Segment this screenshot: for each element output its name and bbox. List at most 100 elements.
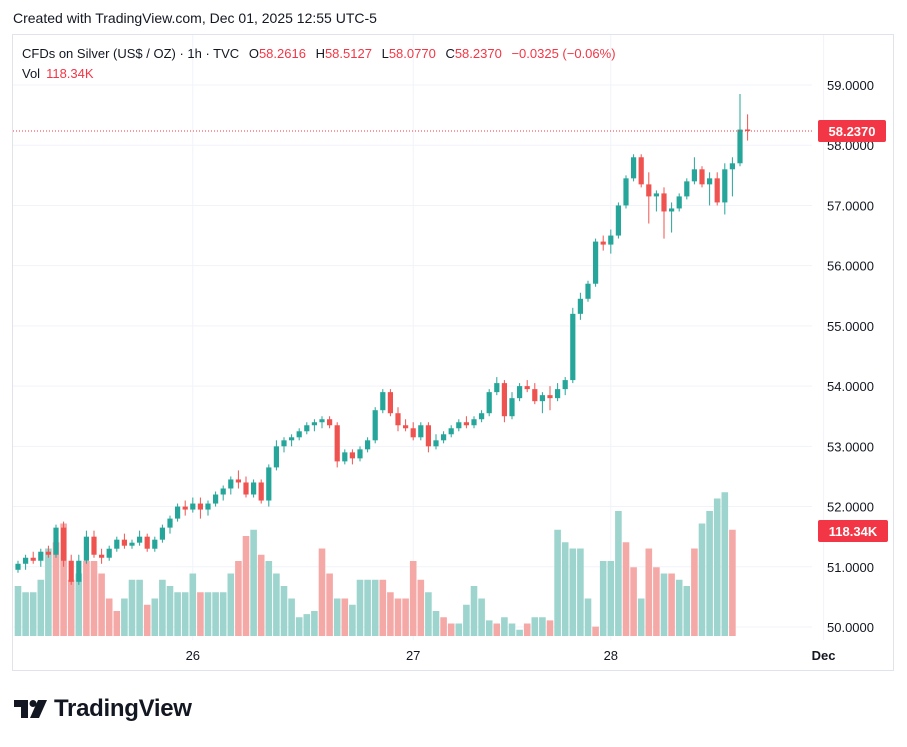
volume-bar: [501, 617, 508, 636]
candle: [175, 503, 181, 522]
symbol-title: CFDs on Silver (US$ / OZ) · 1h · TVC: [22, 46, 240, 61]
candle-body: [593, 241, 599, 284]
candle-body: [220, 488, 226, 495]
candle-body: [45, 551, 51, 555]
candle: [91, 530, 97, 558]
volume-bar: [402, 598, 409, 636]
candle-body: [121, 539, 127, 546]
volume-bar: [691, 548, 698, 636]
candle: [327, 416, 333, 429]
candle-body: [631, 157, 637, 179]
candle-body: [425, 425, 431, 447]
open-label: O: [248, 46, 259, 61]
volume-bar: [637, 598, 645, 636]
candle: [197, 497, 203, 519]
open-value: 58.2616: [258, 46, 306, 61]
candle: [45, 545, 51, 558]
volume-bar: [143, 604, 151, 636]
volume-label: Vol: [22, 66, 41, 81]
volume-bar: [349, 604, 356, 636]
candle: [722, 163, 728, 215]
candle-body: [395, 413, 401, 426]
candle-body: [175, 506, 181, 519]
volume-bar: [630, 567, 637, 636]
candle-body: [137, 536, 143, 543]
candle: [235, 470, 241, 489]
volume-bar: [561, 542, 569, 636]
volume-bar: [409, 561, 417, 636]
volume-bars: [14, 492, 736, 636]
candle: [631, 154, 637, 182]
volume-bar: [364, 579, 371, 636]
candle: [38, 548, 44, 567]
candle-body: [418, 425, 424, 438]
volume-bar: [432, 611, 440, 636]
candle-body: [737, 129, 743, 164]
volume-bar: [577, 548, 584, 636]
volume-bar: [227, 573, 235, 636]
volume-bar: [265, 561, 273, 636]
candle: [555, 383, 561, 402]
candle-body: [471, 419, 477, 426]
candle-body: [699, 169, 705, 185]
volume-bar: [273, 573, 280, 636]
price-tick-label: 53.0000: [827, 439, 874, 454]
price-tick-label: 54.0000: [827, 379, 874, 394]
candle-body: [714, 178, 720, 203]
volume-value: 118.34K: [46, 66, 94, 81]
candle-body: [228, 479, 234, 489]
candle: [213, 491, 219, 507]
candle-body: [357, 449, 363, 459]
volume-bar: [311, 611, 318, 636]
volume-bar: [425, 592, 432, 636]
candle-body: [501, 383, 507, 417]
candle-body: [532, 389, 538, 402]
candle: [653, 190, 659, 212]
candle: [547, 386, 553, 411]
volume-tag: 118.34K: [818, 520, 888, 542]
candle: [380, 389, 386, 414]
candle: [585, 280, 591, 302]
volume-legend: Vol 118.34K: [22, 66, 94, 81]
volume-bar: [455, 623, 463, 636]
volume-bar: [341, 598, 349, 636]
volume-bar: [90, 561, 98, 636]
volume-bar: [394, 598, 402, 636]
candle: [661, 187, 667, 239]
candle-body: [372, 410, 378, 441]
candle: [152, 536, 158, 552]
candle: [372, 407, 378, 444]
volume-bar: [235, 561, 242, 636]
candle: [114, 536, 120, 552]
candle-body: [707, 178, 713, 185]
candle: [646, 172, 652, 224]
candle: [349, 449, 355, 465]
time-tick-label: 27: [406, 648, 420, 663]
candle-body: [577, 298, 583, 314]
candle: [30, 551, 36, 564]
volume-bar: [653, 567, 660, 636]
candle: [562, 377, 568, 396]
candle-body: [555, 389, 561, 399]
candle: [167, 515, 173, 534]
candle: [61, 521, 67, 567]
volume-bar: [668, 573, 675, 636]
volume-bar: [531, 617, 539, 636]
candle-body: [479, 413, 485, 420]
candle-body: [729, 163, 735, 170]
candle: [387, 389, 393, 417]
candle-body: [342, 452, 348, 462]
chart-frame[interactable]: [12, 34, 894, 671]
volume-bar: [113, 611, 121, 636]
tradingview-logo[interactable]: TradingView: [14, 695, 192, 723]
candle: [608, 229, 614, 254]
volume-bar: [181, 592, 189, 636]
candle-body: [365, 440, 371, 450]
candle: [615, 202, 621, 239]
candle: [532, 383, 538, 405]
candle-body: [327, 419, 333, 426]
volume-bar: [379, 579, 387, 636]
candle: [83, 530, 89, 564]
volume-tag-bg: [818, 520, 888, 542]
